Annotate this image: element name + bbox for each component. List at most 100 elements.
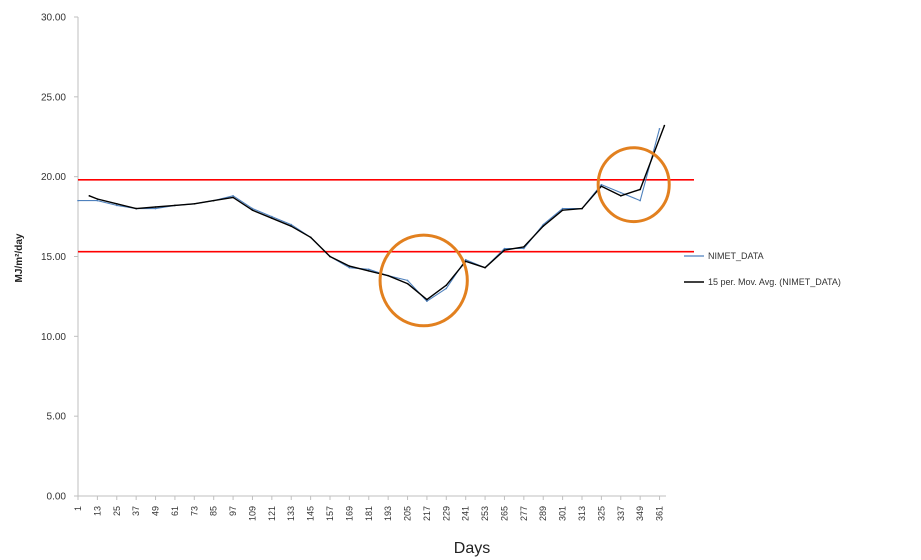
data-point (96, 198, 99, 200)
data-point (523, 247, 525, 250)
y-tick-label: 20.00 (41, 172, 66, 183)
x-tick-label: 205 (403, 506, 413, 521)
data-point (639, 199, 641, 202)
x-tick-label: 301 (558, 506, 568, 521)
x-tick-label: 241 (461, 506, 471, 521)
data-point (503, 249, 506, 251)
data-point (77, 199, 79, 202)
annotations (378, 146, 671, 328)
x-tick-label: 325 (596, 506, 606, 521)
x-tick-label: 337 (616, 506, 626, 521)
data-point (600, 185, 603, 188)
highlight-circle (596, 146, 671, 224)
x-tick-label: 277 (519, 506, 529, 521)
data-point (212, 199, 215, 202)
data-point (115, 204, 118, 207)
data-point (619, 191, 622, 194)
x-tick-label: 169 (344, 506, 354, 521)
data-point (174, 204, 176, 207)
data-point (619, 195, 622, 197)
highlight-circle (378, 233, 469, 328)
legend-label: NIMET_DATA (708, 251, 764, 261)
data-point (663, 124, 666, 127)
x-tick-label: 157 (325, 506, 335, 521)
x-tick-label: 61 (170, 506, 180, 516)
y-tick-label: 15.00 (41, 252, 66, 263)
x-tick-label: 121 (267, 506, 277, 521)
x-tick-label: 253 (480, 506, 490, 521)
data-point (367, 270, 370, 272)
series (77, 124, 666, 303)
data-point (445, 287, 448, 290)
x-tick-label: 181 (364, 506, 374, 521)
data-point (348, 266, 351, 269)
data-point (309, 236, 312, 239)
data-point (581, 207, 583, 210)
x-tick-label: 97 (228, 506, 238, 516)
data-point (464, 258, 467, 261)
x-tick-label: 145 (306, 506, 316, 521)
x-axis-label: Days (454, 540, 490, 557)
data-point (445, 284, 448, 287)
x-tick-label: 73 (189, 506, 199, 516)
data-point (290, 223, 293, 226)
data-point (387, 274, 389, 277)
y-tick-label: 5.00 (47, 412, 67, 423)
data-point (600, 183, 603, 186)
x-tick-label: 85 (209, 506, 219, 516)
y-tick-label: 0.00 (47, 492, 67, 503)
data-point (523, 246, 525, 248)
x-tick-label: 49 (151, 506, 161, 516)
reference-lines (78, 179, 694, 253)
data-point (271, 215, 273, 218)
y-tick-label: 25.00 (41, 92, 66, 103)
data-point (193, 203, 196, 205)
data-point (406, 279, 409, 282)
data-point (290, 225, 293, 227)
data-point (658, 127, 661, 130)
x-tick-label: 361 (655, 506, 665, 521)
x-tick-label: 217 (422, 506, 432, 521)
data-point (561, 209, 564, 211)
data-point (426, 298, 428, 301)
data-point (406, 282, 409, 285)
x-tick-label: 265 (499, 506, 509, 521)
data-point (484, 266, 486, 269)
data-point (232, 196, 234, 199)
data-point (329, 255, 331, 258)
data-point (503, 247, 506, 250)
y-tick-label: 10.00 (41, 332, 66, 343)
x-tick-label: 109 (247, 506, 257, 521)
data-point (426, 300, 428, 303)
data-point (96, 199, 99, 202)
data-point (639, 188, 641, 191)
legend: NIMET_DATA 15 per. Mov. Avg. (NIMET_DATA) (684, 251, 841, 287)
x-tick-label: 37 (131, 506, 141, 516)
y-axis-label: MJ/m²/day (14, 233, 25, 282)
x-tick-label: 193 (383, 506, 393, 521)
data-point (561, 207, 564, 210)
data-point (464, 260, 467, 263)
data-point (271, 217, 273, 219)
data-point (154, 207, 157, 210)
data-point (232, 195, 234, 197)
data-point (367, 268, 370, 271)
x-tick-label: 289 (538, 506, 548, 521)
series-line-moving-average (89, 125, 666, 301)
legend-label: 15 per. Mov. Avg. (NIMET_DATA) (708, 277, 841, 287)
data-point (251, 207, 254, 210)
x-tick-label: 25 (112, 506, 122, 516)
data-point (154, 206, 157, 208)
x-tick-label: 133 (286, 506, 296, 521)
x-tick-label: 13 (92, 506, 102, 516)
data-point (88, 195, 91, 197)
data-point (251, 209, 254, 211)
data-point (542, 225, 545, 227)
x-tick-label: 1 (73, 506, 83, 511)
x-tick-label: 313 (577, 506, 587, 521)
x-tick-label: 229 (441, 506, 451, 521)
series-line-nimet-data (78, 128, 661, 302)
data-point (135, 207, 137, 210)
